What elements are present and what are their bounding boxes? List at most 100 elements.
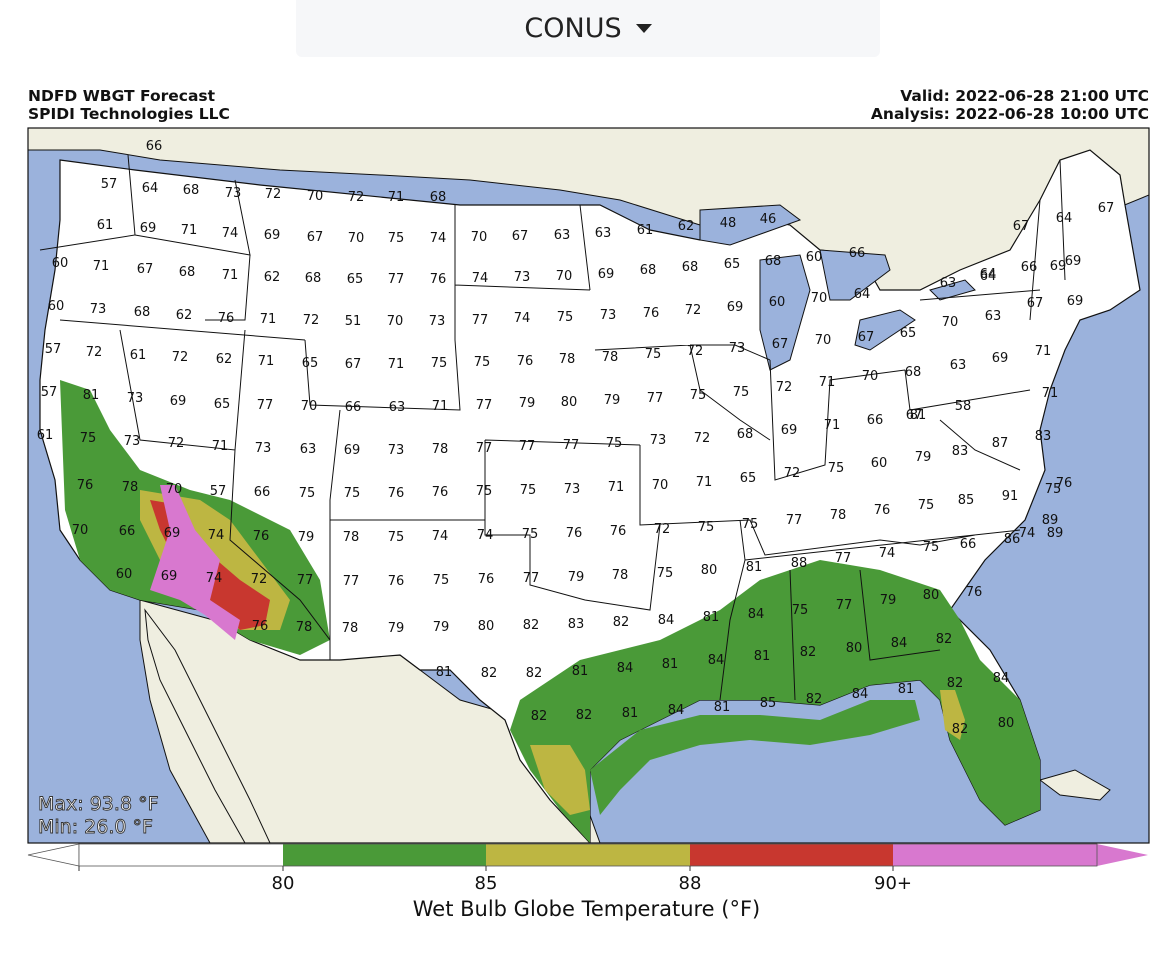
temp-label: 74	[208, 528, 225, 543]
temp-label: 66	[345, 400, 362, 415]
temp-label: 74	[222, 226, 239, 241]
temp-label: 86	[1004, 532, 1021, 547]
temp-label: 80	[561, 395, 578, 410]
temp-label: 46	[760, 212, 777, 227]
temp-label: 66	[1021, 260, 1038, 275]
temp-label: 61	[130, 348, 147, 363]
temp-label: 63	[389, 400, 406, 415]
temp-label: 76	[517, 354, 534, 369]
colorbar-tick-80: 80	[271, 873, 295, 894]
temp-label: 66	[146, 139, 163, 154]
temp-label: 74	[879, 546, 896, 561]
temp-label: 67	[1098, 201, 1115, 216]
temp-label: 77	[563, 438, 580, 453]
temp-label: 60	[52, 256, 69, 271]
temp-label: 77	[836, 598, 853, 613]
temp-label: 73	[429, 314, 446, 329]
colorbar-tick-85: 85	[474, 873, 498, 894]
temp-label: 75	[388, 530, 405, 545]
temp-label: 72	[265, 187, 282, 202]
temp-label: 71	[1042, 386, 1059, 401]
temp-label: 71	[608, 480, 625, 495]
temp-label: 72	[687, 344, 704, 359]
colorbar-bin-under	[79, 844, 283, 866]
temp-label: 77	[835, 551, 852, 566]
temp-label: 65	[214, 397, 231, 412]
temp-label: 78	[342, 621, 359, 636]
temp-label: 73	[650, 433, 667, 448]
region-dropdown[interactable]: CONUS	[296, 0, 880, 57]
temp-label: 72	[694, 431, 711, 446]
temp-label: 73	[127, 391, 144, 406]
temp-label: 75	[645, 347, 662, 362]
temp-label: 71	[432, 399, 449, 414]
temp-label: 67	[772, 337, 789, 352]
temp-label: 67	[1013, 219, 1030, 234]
temp-label: 65	[302, 356, 319, 371]
colorbar-label: Wet Bulb Globe Temperature (°F)	[412, 897, 761, 921]
temp-label: 65	[347, 272, 364, 287]
temp-label: 71	[181, 223, 198, 238]
temp-label: 76	[252, 619, 269, 634]
temp-label: 78	[830, 508, 847, 523]
temp-label: 69	[344, 443, 361, 458]
temp-label: 81	[662, 657, 679, 672]
temp-label: 63	[554, 228, 571, 243]
temp-label: 48	[720, 216, 737, 231]
temp-label: 74	[1019, 526, 1036, 541]
temp-label: 78	[343, 530, 360, 545]
temp-label: 76	[1056, 476, 1073, 491]
temp-label: 77	[476, 398, 493, 413]
temp-label: 67	[858, 330, 875, 345]
temp-label: 72	[168, 436, 185, 451]
temp-label: 60	[871, 456, 888, 471]
temp-label: 70	[942, 315, 959, 330]
temp-label: 84	[668, 703, 685, 718]
temp-label: 81	[898, 682, 915, 697]
temp-label: 76	[430, 272, 447, 287]
temp-label: 60	[769, 295, 786, 310]
temp-label: 71	[819, 375, 836, 390]
temp-label: 69	[140, 221, 157, 236]
colorbar-outline	[78, 843, 1098, 867]
temp-label: 69	[161, 569, 178, 584]
temp-label: 77	[519, 439, 536, 454]
temp-label: 73	[388, 443, 405, 458]
temp-label: 62	[264, 270, 281, 285]
temp-label: 77	[476, 441, 493, 456]
baja-peninsula	[144, 608, 271, 843]
temp-label: 70	[387, 314, 404, 329]
temp-label: 57	[45, 342, 62, 357]
temp-label: 84	[617, 661, 634, 676]
great-lakes	[699, 204, 976, 371]
temp-label: 85	[760, 696, 777, 711]
analysis-time: Analysis: 2022-06-28 10:00 UTC	[870, 105, 1149, 123]
temp-label: 76	[566, 526, 583, 541]
temp-label: 74	[430, 231, 447, 246]
temp-label: 72	[654, 522, 671, 537]
temp-label: 75	[1045, 482, 1062, 497]
temp-label: 75	[792, 603, 809, 618]
temp-label: 75	[918, 498, 935, 513]
temp-label: 63	[595, 226, 612, 241]
temp-label: 84	[708, 653, 725, 668]
temp-label: 70	[471, 230, 488, 245]
temp-label: 63	[950, 358, 967, 373]
temp-label: 76	[218, 311, 235, 326]
temp-label: 72	[776, 380, 793, 395]
valid-time: Valid: 2022-06-28 21:00 UTC	[900, 87, 1149, 105]
temp-label: 71	[388, 190, 405, 205]
temp-label: 79	[298, 530, 315, 545]
temp-label: 51	[345, 314, 362, 329]
region-dropdown-value: CONUS	[524, 13, 622, 44]
temp-label: 69	[781, 423, 798, 438]
temp-label: 72	[86, 345, 103, 360]
temp-label: 82	[576, 708, 593, 723]
temp-label: 65	[900, 326, 917, 341]
temp-label: 66	[960, 537, 977, 552]
temp-label: 69	[992, 351, 1009, 366]
temp-label: 67	[906, 408, 923, 423]
temp-label: 79	[388, 621, 405, 636]
temp-label: 76	[478, 572, 495, 587]
